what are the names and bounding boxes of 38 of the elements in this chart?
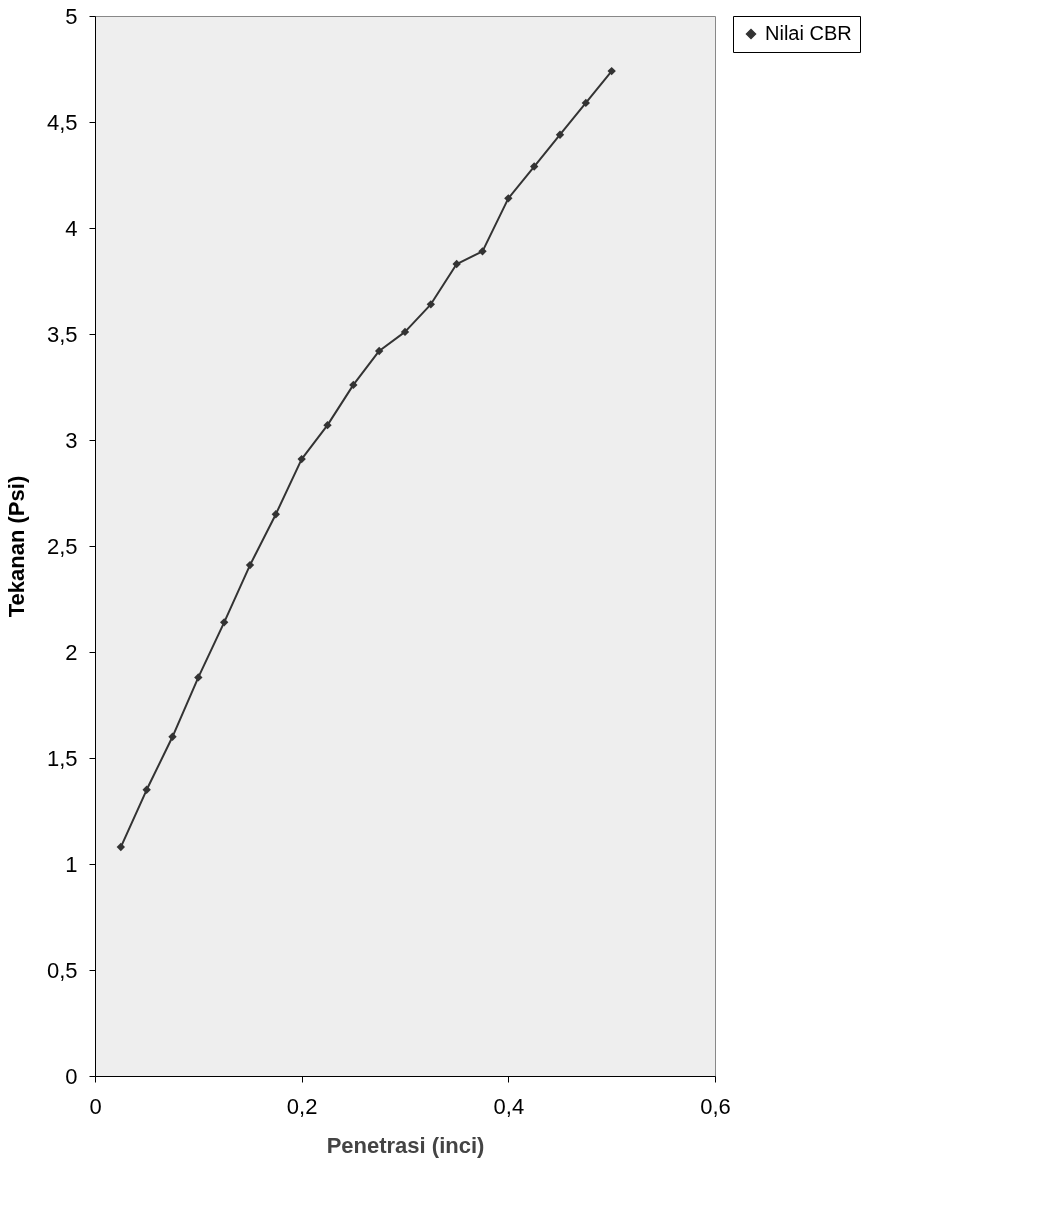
y-tick-label: 1,5 xyxy=(46,745,78,771)
point xyxy=(194,673,203,682)
point xyxy=(349,380,358,390)
point xyxy=(529,162,539,171)
point xyxy=(297,454,306,464)
x-tick-label: 0,6 xyxy=(700,1093,731,1119)
y-tick-label: 0 xyxy=(65,1063,78,1089)
point xyxy=(426,300,436,309)
y-tick-label: 3,5 xyxy=(46,321,78,347)
point xyxy=(607,66,616,76)
y-tick-label: 3 xyxy=(65,427,78,453)
y-tick-label: 0,5 xyxy=(46,957,78,983)
point xyxy=(374,346,384,356)
point xyxy=(555,130,565,139)
point xyxy=(116,842,126,852)
x-tick-label: 0,2 xyxy=(286,1093,318,1119)
x-tick-label: 0 xyxy=(89,1093,102,1119)
legend-label: Nilai CBR xyxy=(765,22,852,44)
point xyxy=(219,618,229,627)
point xyxy=(245,560,255,570)
y-tick-label: 1 xyxy=(65,851,78,877)
y-tick-label: 2 xyxy=(65,639,78,665)
point xyxy=(400,327,410,337)
point xyxy=(504,194,513,203)
y-tick-label: 4,5 xyxy=(46,109,78,135)
y-tick-label: 4 xyxy=(65,215,78,241)
y-tick-label: 5 xyxy=(65,3,78,29)
point xyxy=(323,420,332,430)
point xyxy=(168,732,177,741)
y-tick-label: 2,5 xyxy=(46,533,78,559)
x-axis-title: Penetrasi (inci) xyxy=(326,1132,485,1158)
point xyxy=(142,785,151,794)
x-tick-label: 0,4 xyxy=(493,1093,525,1119)
y-axis-title: Tekanan (Psi) xyxy=(3,475,29,618)
point xyxy=(271,510,281,519)
point xyxy=(452,259,461,269)
point xyxy=(478,247,487,256)
point xyxy=(581,98,591,108)
